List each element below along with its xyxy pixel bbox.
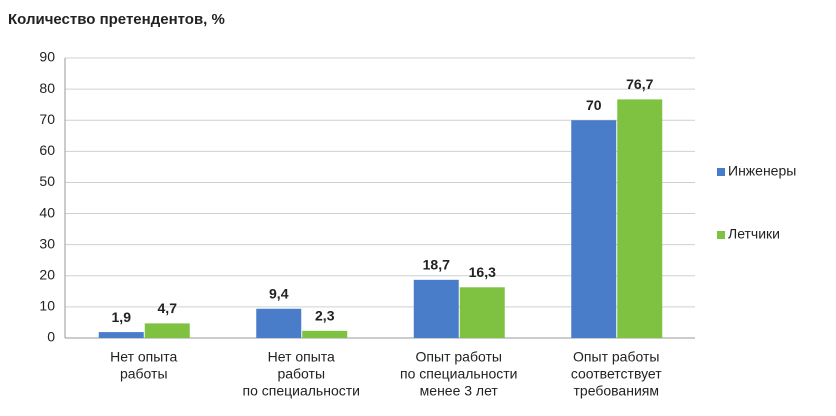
bar	[617, 99, 663, 338]
x-tick-label: по специальности	[400, 366, 517, 382]
bar	[413, 279, 459, 338]
x-tick-label: Опыт работы	[573, 349, 659, 365]
bar	[302, 330, 348, 338]
x-tick-label: соответствует	[571, 366, 662, 382]
value-label: 2,3	[315, 308, 335, 324]
y-tick-label: 20	[39, 266, 55, 282]
y-tick-label: 40	[39, 204, 55, 220]
value-label: 76,7	[626, 76, 653, 92]
legend-swatch	[717, 168, 725, 176]
legend-label: Летчики	[728, 226, 780, 242]
value-label: 70	[586, 97, 602, 113]
value-label: 16,3	[469, 264, 496, 280]
value-label: 1,9	[112, 309, 132, 325]
legend-swatch	[717, 231, 725, 239]
x-tick-label: менее 3 лет	[420, 383, 499, 399]
chart-title: Количество претендентов, %	[8, 11, 225, 28]
x-tick-label: работы	[277, 366, 325, 382]
y-tick-label: 30	[39, 235, 55, 251]
x-tick-label: Опыт работы	[416, 349, 502, 365]
x-tick-label: по специальности	[243, 383, 360, 399]
y-tick-label: 80	[39, 80, 55, 96]
x-tick-label: Нет опыта	[268, 349, 335, 365]
y-tick-label: 90	[39, 49, 55, 65]
y-tick-label: 60	[39, 142, 55, 158]
bar	[98, 332, 144, 338]
y-tick-label: 10	[39, 298, 55, 314]
value-label: 18,7	[423, 257, 450, 273]
x-tick-label: работы	[120, 366, 168, 382]
x-tick-label: требованиям	[574, 383, 659, 399]
bar	[144, 323, 190, 338]
bar	[571, 120, 617, 338]
legend-label: Инженеры	[728, 163, 796, 179]
value-label: 4,7	[158, 300, 178, 316]
y-tick-label: 50	[39, 173, 55, 189]
x-tick-label: Нет опыта	[110, 349, 177, 365]
y-tick-label: 0	[47, 329, 55, 345]
value-label: 9,4	[269, 285, 289, 301]
bar	[459, 287, 505, 338]
bar	[256, 308, 302, 338]
y-tick-label: 70	[39, 111, 55, 127]
